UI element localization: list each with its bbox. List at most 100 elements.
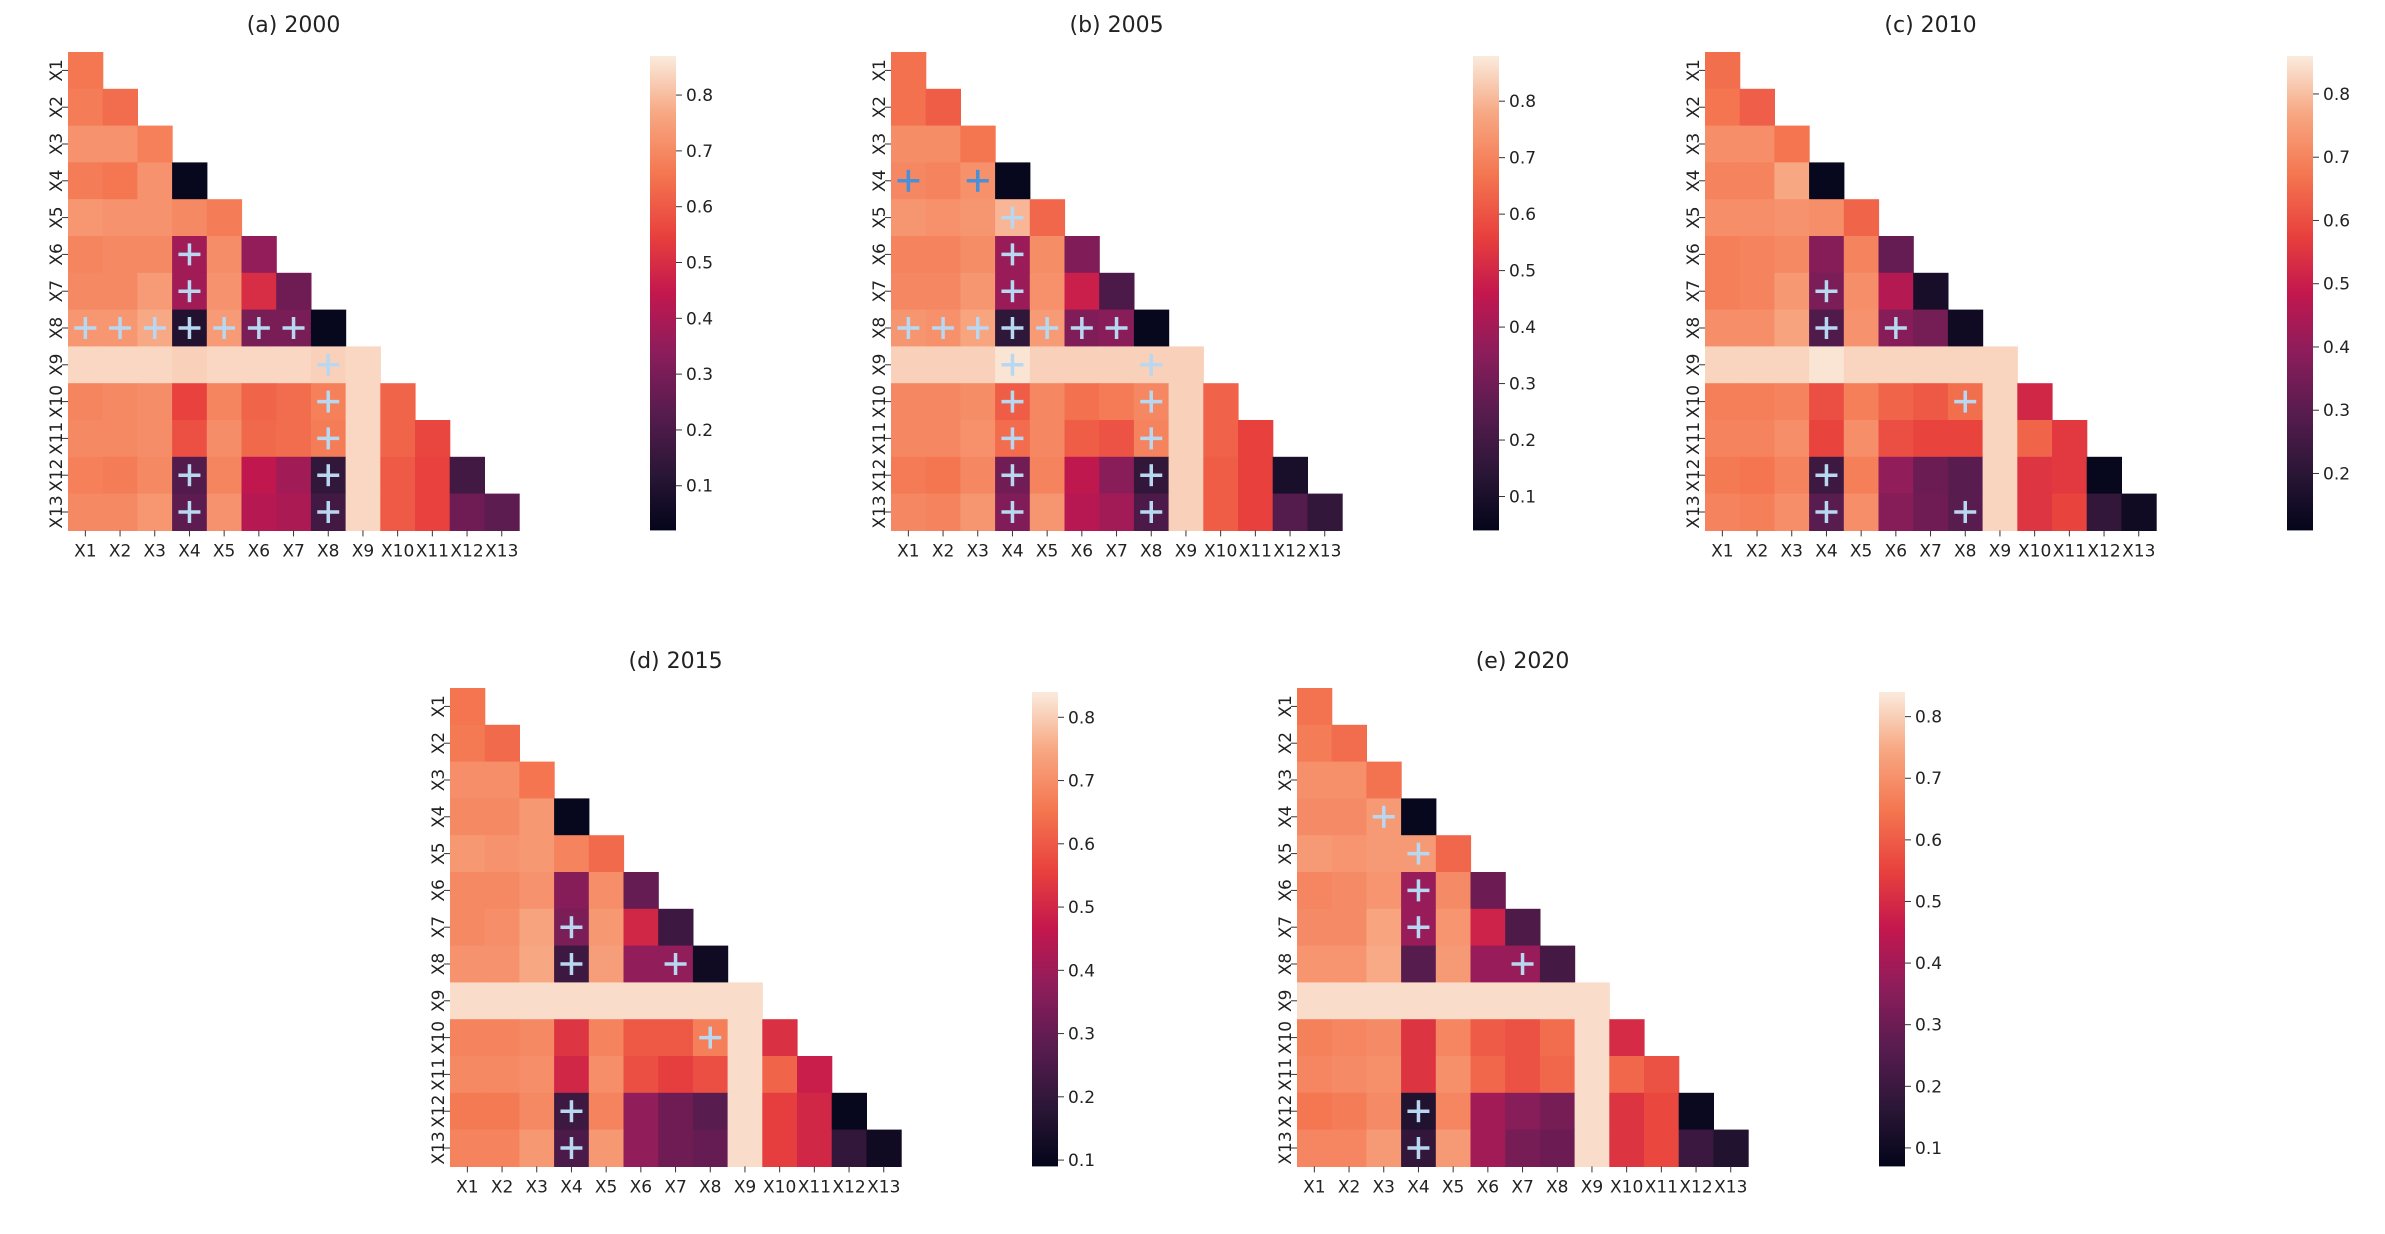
heatmap-cell <box>891 88 927 127</box>
heatmap-cell <box>623 1056 659 1094</box>
heatmap-cell <box>1435 908 1472 947</box>
heatmap-cell <box>1029 346 1066 384</box>
significance-marker <box>699 1026 722 1049</box>
heatmap-cell <box>1238 493 1274 531</box>
y-tick-label: X3 <box>1684 133 1704 155</box>
x-tick-label: X11 <box>2053 541 2086 561</box>
x-tick-label: X1 <box>1711 541 1733 561</box>
y-tick-label: X11 <box>870 422 890 455</box>
heatmap-cell <box>1064 272 1100 311</box>
heatmap-cell <box>692 982 729 1020</box>
significance-marker <box>317 353 340 376</box>
x-tick-label: X10 <box>763 1177 796 1197</box>
heatmap-cell <box>1297 908 1333 947</box>
heatmap-cell <box>554 872 590 910</box>
heatmap-cell <box>484 1129 520 1167</box>
x-tick-label: X10 <box>2018 541 2051 561</box>
heatmap-cell <box>1297 945 1333 983</box>
y-tick-label: X3 <box>47 133 67 155</box>
y-tick-label: X9 <box>47 354 67 376</box>
heatmap-cell <box>1809 383 1845 421</box>
heatmap-cell <box>1878 383 1914 421</box>
heatmap-cell <box>450 1129 486 1167</box>
heatmap-cell <box>1168 493 1204 531</box>
heatmap-cell <box>484 908 520 947</box>
heatmap-cell <box>658 1019 694 1057</box>
heatmap-cell <box>797 1056 833 1094</box>
x-tick-label: X12 <box>1273 541 1306 561</box>
x-tick-label: X1 <box>456 1177 478 1197</box>
significance-marker <box>178 464 201 487</box>
heatmap-cell <box>519 982 555 1020</box>
heatmap-cell <box>102 346 138 384</box>
significance-marker <box>317 427 340 450</box>
heatmap-cell <box>623 872 659 910</box>
significance-marker <box>1815 317 1838 339</box>
x-tick-label: X8 <box>1140 541 1162 561</box>
colorbar-tick-label: 0.6 <box>1068 835 1095 855</box>
heatmap-cell <box>1644 1092 1680 1131</box>
heatmap-cell <box>415 493 451 531</box>
y-tick-label: X3 <box>429 769 449 791</box>
heatmap-cell <box>692 1056 729 1094</box>
heatmap-cell <box>137 162 173 200</box>
x-tick-label: X1 <box>897 541 919 561</box>
x-tick-label: X9 <box>1175 541 1197 561</box>
colorbar-tick-label: 0.6 <box>686 198 713 218</box>
heatmap-cell <box>925 125 961 163</box>
heatmap-cell <box>1505 982 1541 1020</box>
heatmap-cell <box>891 272 927 311</box>
significance-marker <box>1070 317 1093 339</box>
heatmap-cell <box>925 162 961 200</box>
heatmap-cell <box>1774 420 1810 458</box>
heatmap-cell <box>1470 982 1506 1020</box>
heatmap-cell <box>1809 346 1845 384</box>
heatmap-cell <box>519 1019 555 1057</box>
heatmap-cell <box>1878 456 1914 495</box>
heatmap-cell <box>1774 236 1810 274</box>
x-tick-label: X5 <box>213 541 235 561</box>
heatmap-cell <box>623 945 659 983</box>
heatmap-cell <box>1843 456 1880 495</box>
x-tick-label: X2 <box>1746 541 1768 561</box>
heatmap-cell <box>1435 945 1472 983</box>
heatmap-cell <box>450 761 486 799</box>
heatmap-cell <box>519 835 555 873</box>
significance-marker <box>932 317 955 339</box>
significance-marker <box>317 501 340 523</box>
x-tick-label: X2 <box>491 1177 513 1197</box>
heatmap-cell <box>1843 493 1880 531</box>
heatmap-cell <box>960 236 996 274</box>
heatmap-cell <box>68 52 104 90</box>
heatmap-cell <box>891 420 927 458</box>
heatmap-cell <box>102 493 138 531</box>
y-tick-label: X12 <box>1684 459 1704 492</box>
y-tick-label: X2 <box>47 96 67 118</box>
heatmap-cell <box>450 945 486 983</box>
heatmap-cell <box>623 1019 659 1057</box>
x-tick-label: X10 <box>1610 1177 1643 1197</box>
heatmap-cell <box>1739 162 1775 200</box>
heatmap-cell <box>1366 835 1402 873</box>
x-tick-label: X3 <box>1781 541 1803 561</box>
y-tick-label: X7 <box>1276 916 1296 938</box>
heatmap-cell <box>1739 383 1775 421</box>
heatmap-cell <box>1470 908 1506 947</box>
heatmap-cell <box>1238 456 1274 495</box>
heatmap-cell <box>1644 1129 1680 1167</box>
panel-title: (b) 2005 <box>1069 13 1163 38</box>
significance-marker <box>178 280 201 303</box>
heatmap-cell <box>1843 383 1880 421</box>
heatmap-cell <box>1366 945 1402 983</box>
significance-marker <box>1105 317 1128 339</box>
significance-marker <box>1001 206 1024 229</box>
heatmap-cell <box>1297 1019 1333 1057</box>
y-tick-label: X11 <box>1684 422 1704 455</box>
heatmap-cell <box>1331 872 1367 910</box>
colorbar-tick-label: 0.1 <box>1915 1139 1942 1159</box>
heatmap-cell <box>102 383 138 421</box>
heatmap-cell <box>1878 493 1914 531</box>
heatmap-cell <box>1297 982 1333 1020</box>
heatmap-cell <box>1029 456 1066 495</box>
